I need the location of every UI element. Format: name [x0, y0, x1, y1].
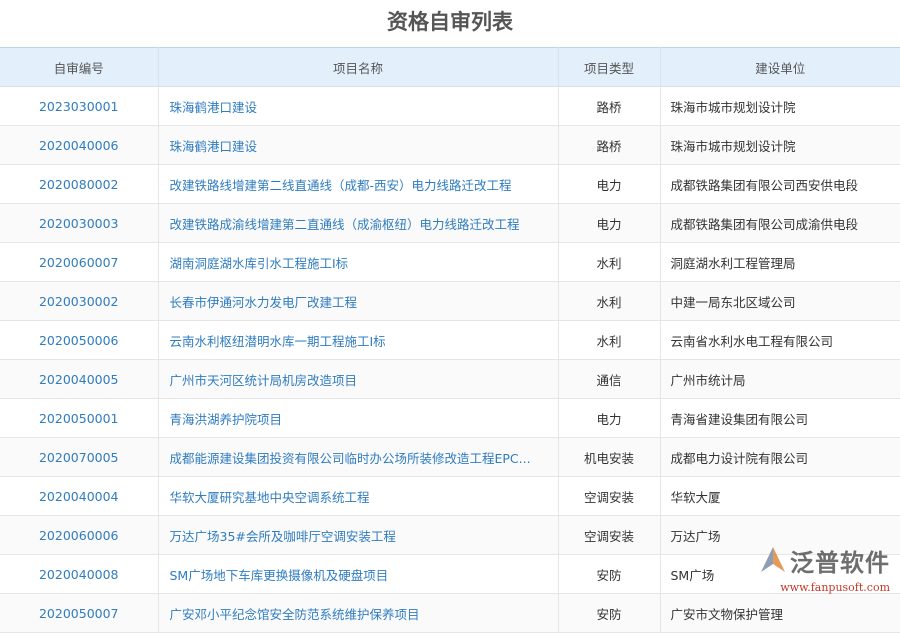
project-name-link[interactable]: SM广场地下车库更换摄像机及硬盘项目	[158, 554, 559, 594]
type-cell: 电力	[558, 203, 661, 243]
page-title: 资格自审列表	[387, 10, 513, 34]
code-cell[interactable]: 2020060006	[0, 515, 159, 555]
table-row[interactable]: 2020080002 改建铁路线增建第二线直通线（成都-西安）电力线路迁改工程 电力…	[0, 164, 900, 204]
type-cell: 电力	[558, 164, 661, 204]
code-cell[interactable]: 2020050001	[0, 398, 159, 438]
unit-cell: 成都铁路集团有限公司西安供电段	[660, 164, 900, 204]
code-cell[interactable]: 2020030002	[0, 281, 159, 321]
code-cell[interactable]: 2020040004	[0, 476, 159, 516]
watermark-brand: 泛普软件	[790, 549, 890, 577]
code-cell[interactable]: 2020040008	[0, 554, 159, 594]
project-name-link[interactable]: 湖南洞庭湖水库引水工程施工I标	[158, 242, 559, 282]
unit-cell: 华软大厦	[660, 476, 900, 516]
table-row[interactable]: 2020060007 湖南洞庭湖水库引水工程施工I标 水利 洞庭湖水利工程管理局	[0, 242, 900, 282]
unit-cell: 成都电力设计院有限公司	[660, 437, 900, 477]
code-cell[interactable]: 2020080002	[0, 164, 159, 204]
code-cell[interactable]: 2020050006	[0, 320, 159, 360]
unit-cell: 珠海市城市规划设计院	[660, 86, 900, 126]
type-cell: 水利	[558, 242, 661, 282]
table-row[interactable]: 2020070005 成都能源建设集团投资有限公司临时办公场所装修改造工程EPC.…	[0, 437, 900, 477]
project-name-link[interactable]: 广安邓小平纪念馆安全防范系统维护保养项目	[158, 593, 559, 633]
unit-cell: SM广场	[660, 554, 900, 594]
project-name-link[interactable]: 珠海鹤港口建设	[158, 86, 559, 126]
type-cell: 路桥	[558, 86, 661, 126]
project-name-link[interactable]: 成都能源建设集团投资有限公司临时办公场所装修改造工程EPC...	[158, 437, 559, 477]
project-name-link[interactable]: 云南水利枢纽潜明水库一期工程施工I标	[158, 320, 559, 360]
code-cell[interactable]: 2020060007	[0, 242, 159, 282]
project-name-link[interactable]: 珠海鹤港口建设	[158, 125, 559, 165]
unit-cell: 洞庭湖水利工程管理局	[660, 242, 900, 282]
unit-cell: 珠海市城市规划设计院	[660, 125, 900, 165]
table-row[interactable]: 2020050007 广安邓小平纪念馆安全防范系统维护保养项目 安防 广安市文物保护管…	[0, 593, 900, 633]
unit-cell: 广州市统计局	[660, 359, 900, 399]
project-name-link[interactable]: 长春市伊通河水力发电厂改建工程	[158, 281, 559, 321]
unit-cell: 成都铁路集团有限公司成渝供电段	[660, 203, 900, 243]
type-cell: 安防	[558, 593, 661, 633]
table-row[interactable]: 2020060006 万达广场35#会所及咖啡厅空调安装工程 空调安装 万达广场	[0, 515, 900, 555]
code-cell[interactable]: 2020050007	[0, 593, 159, 633]
code-cell[interactable]: 2020040005	[0, 359, 159, 399]
review-table: 自审编号 项目名称 项目类型 建设单位 2023030001 珠海鹤港口建设 路桥珠…	[0, 47, 900, 633]
column-header-code[interactable]: 自审编号	[0, 47, 159, 87]
type-cell: 通信	[558, 359, 661, 399]
project-name-link[interactable]: 华软大厦研究基地中央空调系统工程	[158, 476, 559, 516]
project-name-link[interactable]: 广州市天河区统计局机房改造项目	[158, 359, 559, 399]
type-cell: 机电安装	[558, 437, 661, 477]
table-row[interactable]: 2020030002 长春市伊通河水力发电厂改建工程 水利 中建一局东北区域公司	[0, 281, 900, 321]
table-row[interactable]: 2020050001 青海洪湖养护院项目 电力 青海省建设集团有限公司	[0, 398, 900, 438]
project-name-link[interactable]: 改建铁路线增建第二线直通线（成都-西安）电力线路迁改工程	[158, 164, 559, 204]
unit-cell: 万达广场	[660, 515, 900, 555]
column-header-type[interactable]: 项目类型	[558, 47, 661, 87]
unit-cell: 广安市文物保护管理	[660, 593, 900, 633]
project-name-link[interactable]: 万达广场35#会所及咖啡厅空调安装工程	[158, 515, 559, 555]
table-row[interactable]: 2020040008 SM广场地下车库更换摄像机及硬盘项目 安防 SM广场	[0, 554, 900, 594]
type-cell: 安防	[558, 554, 661, 594]
type-cell: 水利	[558, 320, 661, 360]
table-header: 自审编号 项目名称 项目类型 建设单位	[0, 47, 900, 87]
type-cell: 电力	[558, 398, 661, 438]
table-row[interactable]: 2020040004 华软大厦研究基地中央空调系统工程 空调安装 华软大厦	[0, 476, 900, 516]
type-cell: 水利	[558, 281, 661, 321]
fanpu-logo-icon	[761, 546, 785, 572]
unit-cell: 云南省水利水电工程有限公司	[660, 320, 900, 360]
type-cell: 空调安装	[558, 476, 661, 516]
code-cell[interactable]: 2020030003	[0, 203, 159, 243]
table-row[interactable]: 2020030003 改建铁路成渝线增建第二直通线（成渝枢纽）电力线路迁改工程 电力…	[0, 203, 900, 243]
column-header-unit[interactable]: 建设单位	[660, 47, 900, 87]
table-row[interactable]: 2020050006 云南水利枢纽潜明水库一期工程施工I标 水利 云南省水利水电工程有…	[0, 320, 900, 360]
watermark-url: www.fanpusoft.com	[780, 581, 890, 594]
code-cell[interactable]: 2020040006	[0, 125, 159, 165]
unit-cell: 中建一局东北区域公司	[660, 281, 900, 321]
table-row[interactable]: 2020040006 珠海鹤港口建设 路桥 珠海市城市规划设计院	[0, 125, 900, 165]
watermark: 泛普软件	[756, 543, 890, 578]
unit-cell: 青海省建设集团有限公司	[660, 398, 900, 438]
code-cell[interactable]: 2023030001	[0, 86, 159, 126]
type-cell: 空调安装	[558, 515, 661, 555]
table-row[interactable]: 2023030001 珠海鹤港口建设 路桥 珠海市城市规划设计院	[0, 86, 900, 126]
type-cell: 路桥	[558, 125, 661, 165]
project-name-link[interactable]: 青海洪湖养护院项目	[158, 398, 559, 438]
code-cell[interactable]: 2020070005	[0, 437, 159, 477]
table-row[interactable]: 2020040005 广州市天河区统计局机房改造项目 通信 广州市统计局	[0, 359, 900, 399]
column-header-name[interactable]: 项目名称	[158, 47, 559, 87]
project-name-link[interactable]: 改建铁路成渝线增建第二直通线（成渝枢纽）电力线路迁改工程	[158, 203, 559, 243]
